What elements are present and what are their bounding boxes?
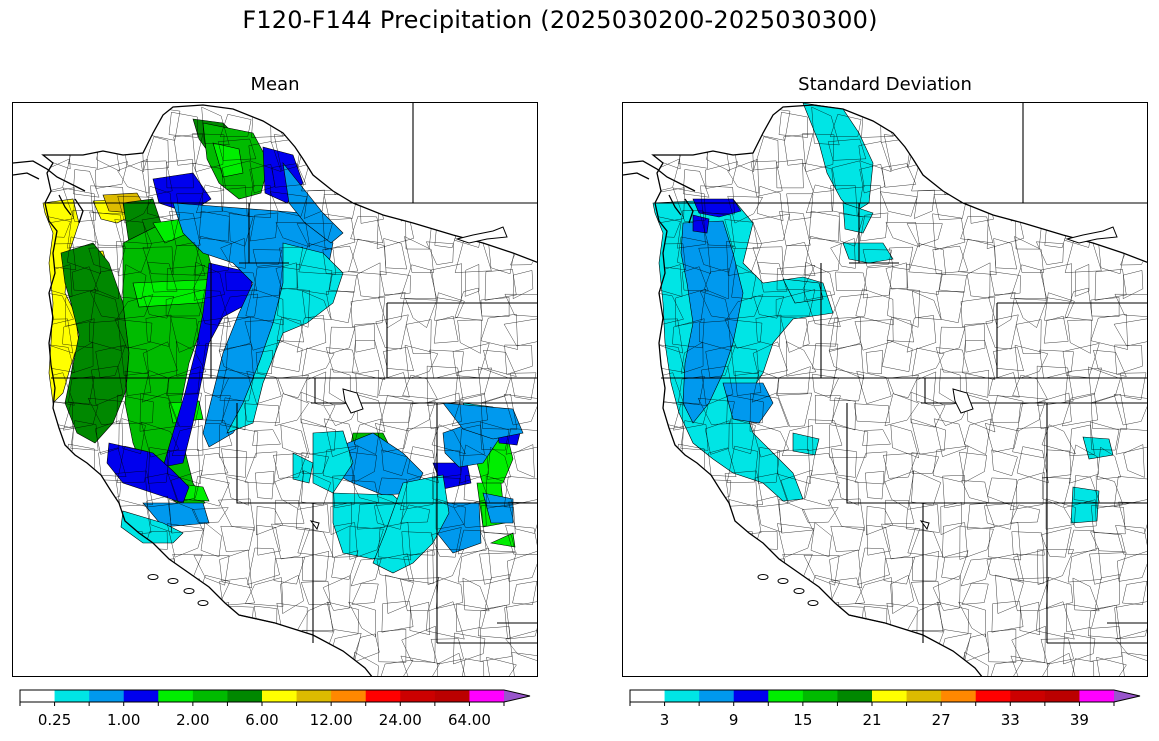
colorbar-seg-2 <box>89 690 125 702</box>
colorbar-outline <box>629 689 1141 703</box>
map-mean <box>12 102 538 677</box>
colorbar-seg-13 <box>1079 690 1115 702</box>
colorbar-seg-7 <box>872 690 908 702</box>
fill-cyan-idaho-panhandle-0 <box>842 242 894 264</box>
colorbar-ticks <box>629 702 1115 706</box>
colorbar-tick-label: 24.00 <box>378 711 422 729</box>
fill-bright-green-bands-7 <box>489 532 516 548</box>
state-borders <box>45 103 537 644</box>
colorbar-seg-6 <box>837 690 873 702</box>
colorbar-seg-9 <box>941 690 977 702</box>
fill-cyan-interior-4 <box>120 510 184 544</box>
colorbar-seg-3 <box>123 690 159 702</box>
colorbar-tick-label: 15 <box>793 711 813 729</box>
fill-cyan-interior-0 <box>226 242 344 434</box>
colorbar-mean <box>19 689 531 706</box>
fill-cyan-interior-3 <box>372 474 450 574</box>
colorbar-tick-label: 12.00 <box>309 711 353 729</box>
islands <box>147 574 209 606</box>
fill-colorado-rockies-mix-1 <box>482 492 514 524</box>
colorbar-seg-7 <box>262 690 298 702</box>
colorbar-seg-11 <box>1010 690 1046 702</box>
fill-cyan-coast-2 <box>842 202 874 234</box>
colorbar-tick-label: 21 <box>862 711 882 729</box>
colorbar-seg-5 <box>192 690 228 702</box>
colorbar-outline <box>19 689 531 703</box>
map-background <box>653 105 1147 676</box>
colorbar-tick-label: 64.00 <box>447 711 491 729</box>
colorbar-seg-1 <box>54 690 90 702</box>
fill-cyan-idaho-panhandle-1 <box>782 278 824 304</box>
colorbar-seg-0 <box>630 690 666 702</box>
colorbar-seg-8 <box>296 690 332 702</box>
colorbar-extend-max <box>504 690 530 702</box>
colorbar-tick-label: 3 <box>659 711 670 729</box>
figure-title: F120-F144 Precipitation (2025030200-2025… <box>242 6 878 34</box>
colorbar-tick-label: 9 <box>728 711 739 729</box>
coastline <box>623 104 1147 676</box>
panel-mean-title: Mean <box>250 74 300 95</box>
colorbar-seg-13 <box>469 690 505 702</box>
colorbar-ticks <box>19 702 505 706</box>
colorbar-seg-12 <box>434 690 470 702</box>
colorbar-seg-4 <box>158 690 194 702</box>
land-area <box>653 105 1147 676</box>
coastline <box>13 104 537 676</box>
colorbar-seg-0 <box>20 690 56 702</box>
colorbar-seg-3 <box>733 690 769 702</box>
colorbar-tick-label: 27 <box>931 711 951 729</box>
lakes <box>919 226 1118 531</box>
colorbar-seg-4 <box>768 690 804 702</box>
colorbar-tick-label: 0.25 <box>37 711 72 729</box>
lakes <box>309 226 508 531</box>
colorbar-seg-5 <box>802 690 838 702</box>
colorbar-seg-10 <box>975 690 1011 702</box>
colorbar-tick-label: 39 <box>1069 711 1089 729</box>
colorbar-stddev <box>629 689 1141 706</box>
islands <box>757 574 819 606</box>
colorbar-seg-6 <box>227 690 263 702</box>
colorbar-seg-10 <box>365 690 401 702</box>
colorbar-tick-label: 1.00 <box>107 711 141 729</box>
colorbar-seg-1 <box>664 690 700 702</box>
colorbar-extend-max <box>1114 690 1140 702</box>
colorbar-tick-label: 6.00 <box>245 711 279 729</box>
fill-cyan-interior-6 <box>292 452 314 484</box>
colorbar-seg-9 <box>331 690 367 702</box>
colorbar-segments <box>630 690 1140 702</box>
colorbar-seg-2 <box>699 690 735 702</box>
panel-stddev-title: Standard Deviation <box>798 74 972 95</box>
colorbar-tick-label: 33 <box>1000 711 1020 729</box>
colorbar-segments <box>20 690 530 702</box>
colorbar-seg-12 <box>1044 690 1080 702</box>
colorbar-seg-11 <box>400 690 436 702</box>
map-stddev <box>622 102 1148 677</box>
colorbar-seg-8 <box>906 690 942 702</box>
colorbar-tick-label: 2.00 <box>176 711 210 729</box>
